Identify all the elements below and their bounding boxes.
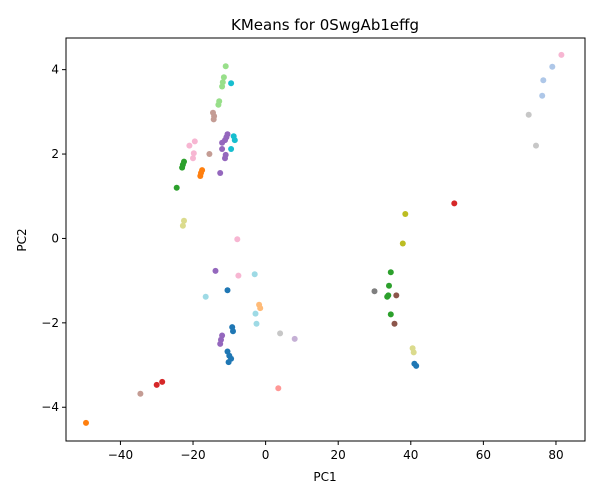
data-point [533, 142, 539, 149]
data-point [228, 80, 235, 87]
data-point [391, 320, 398, 327]
data-point [190, 155, 196, 162]
y-tick-label: 0 [51, 231, 59, 245]
data-point [222, 63, 229, 70]
data-point [217, 170, 224, 176]
data-point [252, 310, 259, 317]
data-point [393, 292, 400, 299]
data-point [386, 282, 392, 289]
data-point [202, 293, 209, 300]
data-point [277, 330, 284, 337]
data-point [197, 173, 204, 179]
x-axis-ticks: −40 −20 0 20 40 60 80 [108, 441, 564, 462]
data-point [291, 335, 298, 342]
data-point [235, 272, 242, 279]
data-point [190, 150, 197, 157]
data-point [257, 305, 264, 312]
data-point [222, 155, 228, 162]
data-point [451, 200, 458, 207]
data-point [181, 217, 187, 224]
data-point [402, 211, 409, 217]
x-tick-label: 60 [476, 448, 491, 462]
data-point [219, 139, 226, 146]
x-tick-label: −20 [180, 448, 205, 462]
data-point [217, 340, 224, 347]
x-tick-label: 40 [403, 448, 418, 462]
data-point [399, 240, 406, 247]
y-tick-label: 4 [51, 63, 59, 77]
y-axis-ticks: −4 −2 0 2 4 [41, 63, 66, 414]
data-point [191, 138, 198, 145]
data-point [83, 419, 89, 426]
data-point [387, 311, 394, 318]
data-point [219, 83, 226, 90]
data-point [153, 381, 160, 388]
data-point [220, 74, 227, 81]
data-point [231, 137, 238, 144]
data-point [413, 362, 420, 369]
data-point [385, 292, 392, 299]
data-point [215, 101, 222, 108]
data-point [186, 142, 193, 149]
data-point [410, 349, 417, 356]
x-tick-label: −40 [108, 448, 133, 462]
data-point [159, 378, 166, 385]
data-point [173, 184, 180, 191]
data-point [206, 151, 213, 157]
y-tick-label: −4 [41, 400, 59, 414]
x-tick-label: 0 [262, 448, 270, 462]
data-point [558, 51, 565, 58]
data-point [525, 111, 532, 118]
data-point [230, 328, 236, 335]
data-points [83, 51, 565, 426]
data-point [549, 63, 556, 70]
x-axis-label: PC1 [313, 470, 336, 484]
data-point [275, 385, 282, 392]
data-point [137, 390, 144, 397]
data-point [253, 320, 260, 327]
data-point [540, 77, 547, 84]
data-point [224, 287, 231, 294]
y-tick-label: −2 [41, 316, 59, 330]
y-tick-label: 2 [51, 147, 59, 161]
data-point [228, 146, 235, 152]
data-point [219, 146, 226, 152]
data-point [387, 269, 394, 276]
data-point [234, 236, 241, 243]
plot-frame [65, 37, 586, 442]
chart-title: KMeans for 0SwgAb1effg [231, 16, 419, 34]
x-tick-label: 20 [331, 448, 346, 462]
data-point [179, 164, 186, 171]
data-point [539, 92, 546, 99]
data-point [225, 359, 232, 366]
data-point [179, 222, 186, 229]
y-axis-label: PC2 [15, 228, 29, 251]
data-point [210, 116, 217, 123]
data-point [371, 288, 378, 295]
data-point [212, 267, 219, 274]
x-tick-label: 80 [548, 448, 563, 462]
data-point [251, 271, 258, 278]
